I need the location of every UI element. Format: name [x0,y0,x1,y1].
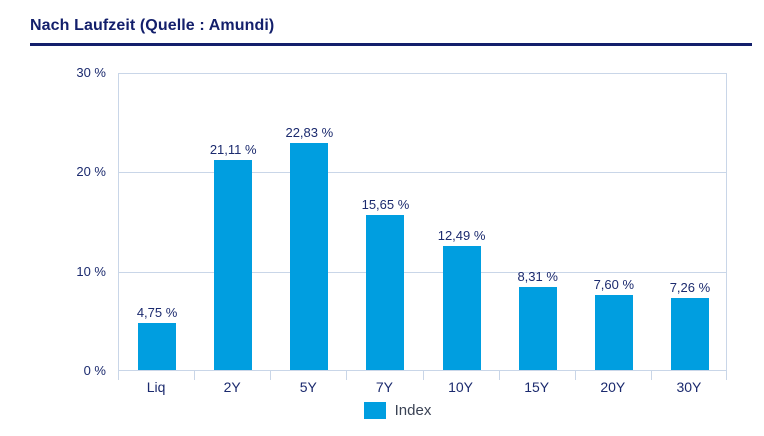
x-axis-tick [194,371,196,380]
x-axis-tick [726,371,727,380]
bar-5y [290,143,329,370]
x-tick-label-7y: 7Y [375,379,393,395]
x-tick-label-15y: 15Y [524,379,550,395]
bar-cell-15y: 8,31 % [500,74,576,370]
bar-cell-7y: 15,65 % [347,74,423,370]
bar-value-label: 8,31 % [517,269,558,285]
gridline [119,271,726,273]
bar-value-label: 7,26 % [669,279,711,295]
bar-liq [138,322,177,370]
bar-value-label: 12,49 % [437,227,486,243]
bar-cell-2y: 21,11 % [195,74,271,370]
chart-legend: Index [93,402,702,419]
bar-value-label: 15,65 % [361,196,410,212]
x-axis-tick [270,371,272,380]
bar-value-label: 22,83 % [285,125,334,141]
bar-2y [214,160,253,370]
x-axis-tick [118,371,119,380]
gridline [119,172,726,174]
bar-30y [670,297,709,370]
x-tick-label-liq: Liq [146,379,166,395]
bar-15y [518,287,557,370]
y-tick-label: 30 % [76,65,106,80]
x-tick-label-5y: 5Y [299,379,317,395]
x-tick-label-30y: 30Y [676,379,702,395]
y-tick-label: 0 % [83,363,106,378]
bar-value-label: 7,60 % [593,276,635,292]
legend-index-label: Index [394,402,432,419]
y-tick-label: 20 % [76,164,106,180]
bar-value-label: 21,11 % [209,142,257,158]
chart-title: Nach Laufzeit (Quelle : Amundi) [30,17,275,34]
x-axis-tick [422,371,424,380]
x-axis-tick [346,371,348,380]
bar-value-label: 4,75 % [136,304,178,320]
bar-cell-30y: 7,26 % [652,74,728,370]
bar-cell-10y: 12,49 % [424,74,500,370]
bar-10y [442,245,481,370]
bar-cell-liq: 4,75 % [119,74,195,370]
x-tick-label-10y: 10Y [448,379,474,395]
x-tick-label-2y: 2Y [223,379,241,395]
bar-cell-20y: 7,60 % [576,74,652,370]
x-tick-label-20y: 20Y [600,379,626,395]
x-axis-tick [574,371,576,380]
bar-cell-5y: 22,83 % [271,74,347,370]
legend-index-swatch [363,402,386,419]
plot-area: 4,75 % 21,11 % 22,83 % 15,65 % 12,49 % 8,31 %… [118,73,727,371]
bar-7y [366,214,405,370]
x-axis-tick [498,371,500,380]
y-tick-label: 10 % [76,263,106,279]
bar-20y [594,294,633,370]
title-underline-rule [30,43,752,46]
x-axis-tick [650,371,652,380]
